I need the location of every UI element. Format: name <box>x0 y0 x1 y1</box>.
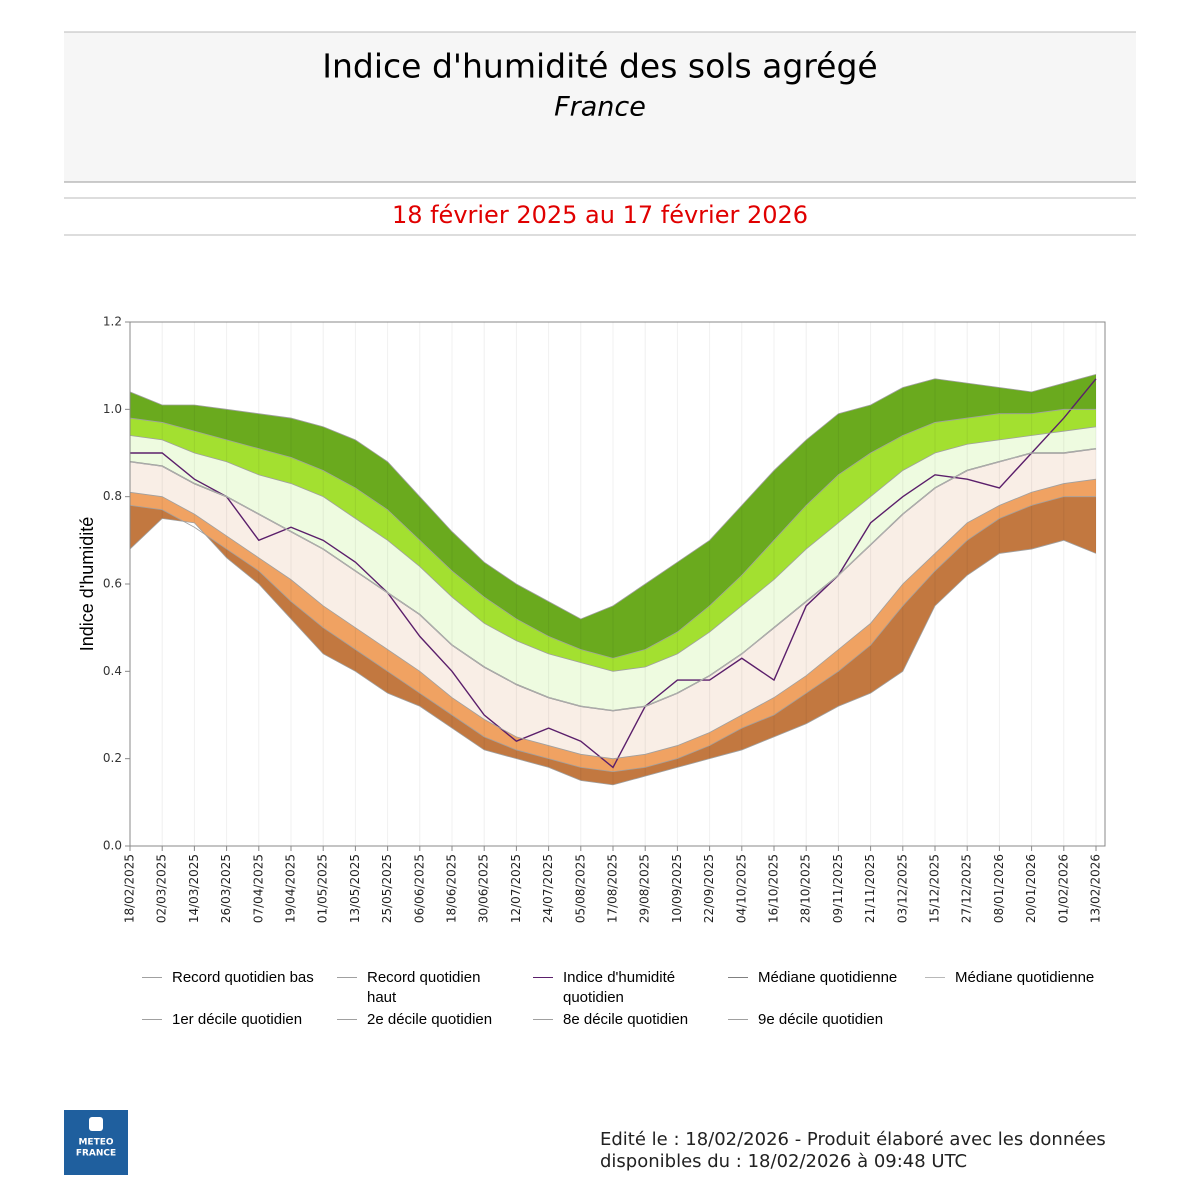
y-tick-label: 1.0 <box>103 402 122 416</box>
period: 18 février 2025 au 17 février 2026 <box>392 201 808 229</box>
x-tick-label: 08/01/2026 <box>992 854 1006 923</box>
legend-label: 8e décile quotidien <box>563 1011 689 1028</box>
legend-entry: 9e décile quotidien <box>728 1010 903 1030</box>
header-box <box>64 32 1136 182</box>
x-tick-label: 06/06/2025 <box>412 854 426 923</box>
x-tick-label: 17/08/2025 <box>606 854 620 923</box>
x-tick-label: 18/02/2025 <box>123 854 137 923</box>
legend-label: 2e décile quotidien <box>367 1011 493 1028</box>
series-line <box>130 378 1097 769</box>
x-tick-label: 24/07/2025 <box>541 854 555 923</box>
series-line <box>129 374 1097 620</box>
footer-text: Edité le : 18/02/2026 - Produit élaboré … <box>600 1129 1106 1150</box>
x-tick-label: 07/04/2025 <box>251 854 265 923</box>
x-tick-label: 09/11/2025 <box>831 854 845 923</box>
x-tick-label: 30/06/2025 <box>477 854 491 923</box>
x-tick-label: 16/10/2025 <box>767 854 781 923</box>
band <box>130 518 1096 846</box>
x-tick-label: 27/12/2025 <box>960 854 974 923</box>
x-tick-label: 10/09/2025 <box>670 854 684 923</box>
legend-label: Indice d'humidité quotidien <box>563 969 676 1006</box>
legend-entry: Médiane quotidienne <box>925 968 1100 988</box>
legend-swatch <box>728 977 748 978</box>
x-tick-label: 13/02/2026 <box>1089 854 1103 923</box>
legend-swatch <box>533 1019 553 1020</box>
x-tick-label: 18/06/2025 <box>445 854 459 923</box>
y-tick-label: 0.8 <box>103 489 122 503</box>
series-line <box>129 518 1097 786</box>
legend-swatch <box>142 977 162 978</box>
subtitle: France <box>554 92 646 123</box>
legend-swatch <box>337 1019 357 1020</box>
logo-text: FRANCE <box>76 1149 116 1159</box>
x-tick-label: 14/03/2025 <box>187 854 201 923</box>
x-tick-label: 01/02/2026 <box>1056 854 1070 923</box>
legend-entry: Médiane quotidienne <box>728 968 903 988</box>
legend-swatch <box>337 977 357 978</box>
legend-label: Record quotidien haut <box>367 969 481 1006</box>
y-tick-label: 0.0 <box>103 839 122 853</box>
x-tick-label: 03/12/2025 <box>895 854 909 923</box>
legend-entry: 1er décile quotidien <box>142 1010 317 1030</box>
x-tick-label: 04/10/2025 <box>734 854 748 923</box>
legend-swatch <box>925 977 945 978</box>
x-tick-label: 19/04/2025 <box>284 854 298 923</box>
logo-text: METEO <box>78 1138 113 1148</box>
footer-text: disponibles du : 18/02/2026 à 09:48 UTC <box>600 1151 967 1172</box>
x-tick-label: 26/03/2025 <box>219 854 233 923</box>
x-tick-label: 25/05/2025 <box>380 854 394 923</box>
y-tick-label: 1.2 <box>103 315 122 329</box>
x-tick-label: 15/12/2025 <box>928 854 942 923</box>
y-tick-label: 0.6 <box>103 577 122 591</box>
y-axis-label: Indice d'humidité <box>77 517 97 652</box>
legend-label: Record quotidien bas <box>172 969 314 986</box>
x-tick-label: 21/11/2025 <box>863 854 877 923</box>
legend-entry: 8e décile quotidien <box>533 1010 708 1030</box>
legend-label: Médiane quotidienne <box>955 969 1095 986</box>
series-line <box>129 478 1097 760</box>
series-line <box>129 496 1096 773</box>
x-tick-label: 20/01/2026 <box>1024 854 1038 923</box>
series-line <box>129 408 1096 659</box>
legend-label: Médiane quotidienne <box>758 969 898 986</box>
legend-entry: Record quotidien bas <box>142 968 317 988</box>
legend-label: 1er décile quotidien <box>172 1011 303 1028</box>
legend-swatch <box>533 977 553 978</box>
x-tick-label: 29/08/2025 <box>638 854 652 923</box>
x-tick-label: 12/07/2025 <box>509 854 523 923</box>
x-tick-label: 02/03/2025 <box>155 854 169 923</box>
y-tick-label: 0.4 <box>103 664 122 678</box>
series-line <box>129 448 1097 712</box>
legend-swatch <box>142 1019 162 1020</box>
legend-swatch <box>728 1019 748 1020</box>
legend-label: 9e décile quotidien <box>758 1011 884 1028</box>
series-line <box>129 426 1097 672</box>
x-tick-label: 01/05/2025 <box>316 854 330 923</box>
legend-entry: Indice d'humidité quotidien <box>533 968 708 1008</box>
y-tick-label: 0.2 <box>103 751 122 765</box>
legend-entry: Record quotidien haut <box>337 968 512 1008</box>
legend-entry: 2e décile quotidien <box>337 1010 512 1030</box>
logo-icon <box>89 1117 103 1131</box>
x-tick-label: 05/08/2025 <box>573 854 587 923</box>
x-tick-label: 13/05/2025 <box>348 854 362 923</box>
x-tick-label: 22/09/2025 <box>702 854 716 923</box>
title: Indice d'humidité des sols agrégé <box>322 47 877 86</box>
x-tick-label: 28/10/2025 <box>799 854 813 923</box>
